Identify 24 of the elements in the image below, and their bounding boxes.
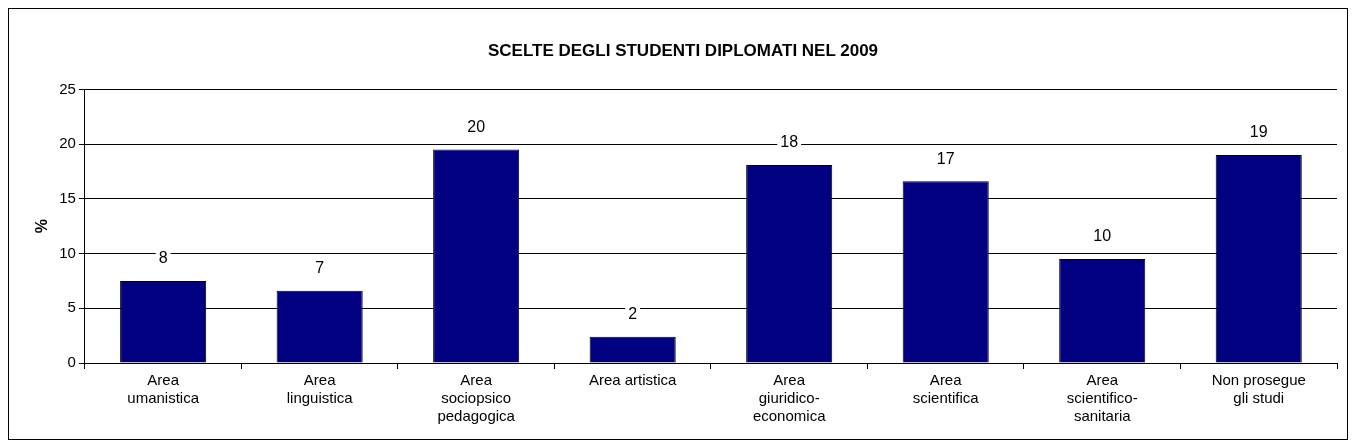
y-tick-label: 10 xyxy=(59,243,76,261)
x-tick-label: Area umanistica xyxy=(127,371,200,407)
x-tick-label: Area scientifica xyxy=(912,371,980,407)
x-tick-label: Non prosegue gli studi xyxy=(1211,371,1306,407)
x-tick-label: Area scientifico-sanitaria xyxy=(1066,371,1138,425)
data-label: 7 xyxy=(315,259,325,277)
data-label: 10 xyxy=(1093,227,1112,245)
data-label: 17 xyxy=(936,149,955,167)
x-tick-label: Area linguistica xyxy=(286,371,354,407)
y-tick-label: 0 xyxy=(67,353,76,371)
data-label: 20 xyxy=(467,118,486,135)
x-tick-label: Area artistica xyxy=(588,371,678,389)
data-label: 8 xyxy=(158,249,168,267)
data-label: 2 xyxy=(628,305,638,323)
y-tick-label: 25 xyxy=(59,79,76,97)
y-tick-label: 20 xyxy=(59,134,76,152)
data-label: 19 xyxy=(1249,123,1268,141)
x-tick-label: Area sociopsico pedagogica xyxy=(437,371,516,425)
y-tick-label: 5 xyxy=(67,298,76,316)
y-tick-label: 15 xyxy=(59,188,76,206)
data-label: 18 xyxy=(780,133,799,151)
y-axis-title: % xyxy=(33,219,51,234)
chart-title: SCELTE DEGLI STUDENTI DIPLOMATI NEL 2009 xyxy=(487,40,879,60)
x-tick-label: Area giuridico-economica xyxy=(752,371,827,425)
